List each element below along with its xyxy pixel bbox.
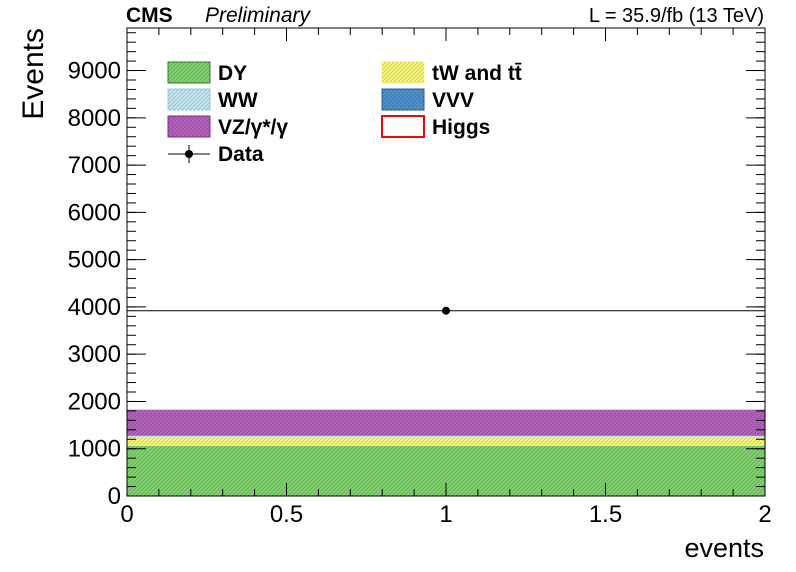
legend-entry-2: WW <box>167 88 258 112</box>
y-tick-label: 8000 <box>68 105 121 132</box>
legend-entry-4: VZ/γ*/γ <box>167 115 288 139</box>
legend-entry-3: VVV <box>381 88 474 112</box>
data-series <box>127 306 765 315</box>
y-tick-label: 0 <box>108 483 121 510</box>
y-tick-label: 2000 <box>68 388 121 415</box>
y-axis: 0 1000 2000 3000 4000 5000 6000 7000 8000 9000 <box>68 32 765 510</box>
x-tick-label: 1 <box>439 501 452 528</box>
legend-entry-0: DY <box>167 61 247 85</box>
y-tick-label: 4000 <box>68 294 121 321</box>
legend-entry-5: Higgs <box>381 115 490 139</box>
stack-bar-4 <box>127 409 765 436</box>
legend-label: DY <box>218 62 247 85</box>
x-tick-label: 1.5 <box>589 501 622 528</box>
y-tick-label: 5000 <box>68 247 121 274</box>
legend-label: Data <box>218 143 264 166</box>
legend-label: WW <box>218 89 258 112</box>
preliminary-label: Preliminary <box>205 4 312 27</box>
legend-label: Higgs <box>432 116 490 139</box>
x-axis-title: events <box>684 533 764 563</box>
stack-bar-0 <box>127 445 765 496</box>
legend: DY tW and tt̄ WW VVV VZ/γ*/γ Higgs Data <box>167 61 522 166</box>
y-axis-title: Events <box>17 28 50 120</box>
y-tick-label: 6000 <box>68 199 121 226</box>
legend-entry-6: Data <box>168 143 264 166</box>
cms-label: CMS <box>126 4 173 27</box>
x-tick-label: 0.5 <box>270 501 303 528</box>
stack-bars <box>127 409 765 496</box>
legend-entry-1: tW and tt̄ <box>381 61 522 85</box>
y-tick-label: 9000 <box>68 58 121 85</box>
stack-bar-2 <box>127 435 765 437</box>
x-tick-label: 0 <box>120 501 133 528</box>
y-tick-label: 7000 <box>68 152 121 179</box>
data-point-0 <box>127 306 765 315</box>
x-axis: 0 0.5 1 1.5 2 <box>120 28 772 528</box>
legend-label: VVV <box>432 89 474 112</box>
y-tick-label: 1000 <box>68 436 121 463</box>
lumi-label: L = 35.9/fb (13 TeV) <box>589 5 764 27</box>
legend-label: tW and tt̄ <box>432 62 522 85</box>
stack-bar-1 <box>127 436 765 446</box>
legend-label: VZ/γ*/γ <box>218 116 288 139</box>
y-tick-label: 3000 <box>68 341 121 368</box>
x-tick-label: 2 <box>758 501 771 528</box>
